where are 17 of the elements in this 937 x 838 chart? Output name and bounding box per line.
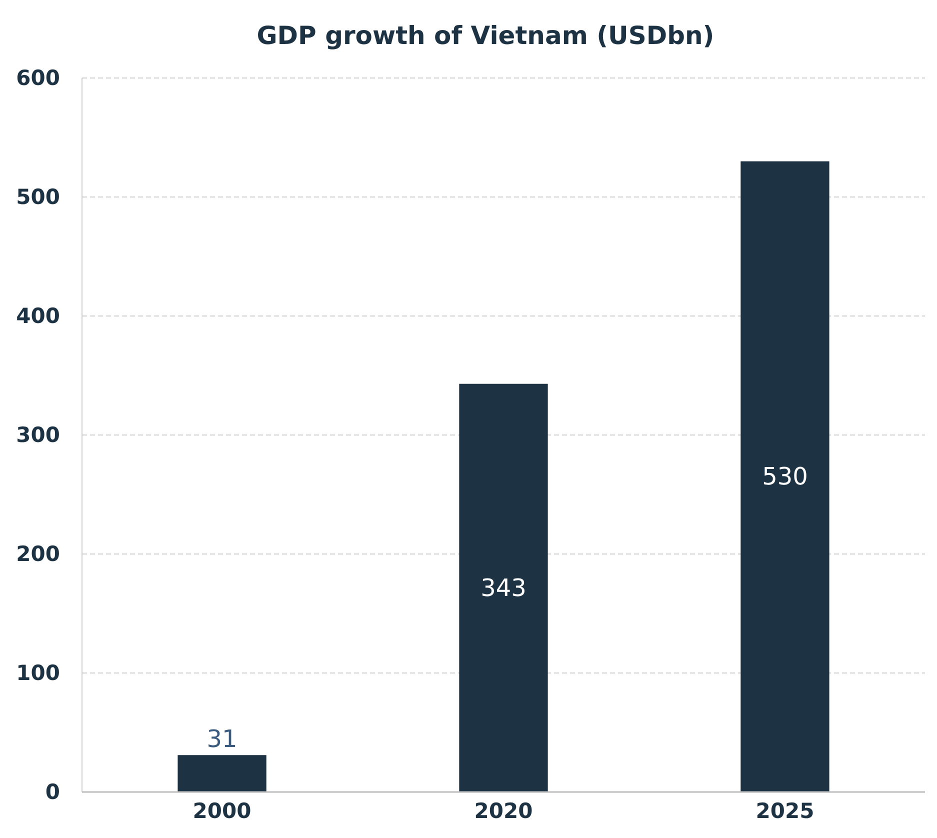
y-tick-label: 500 — [16, 185, 60, 209]
x-tick-label: 2020 — [474, 799, 533, 823]
y-tick-label: 400 — [16, 304, 60, 328]
bar — [178, 755, 266, 792]
chart-title: GDP growth of Vietnam (USDbn) — [256, 21, 714, 50]
x-tick-label: 2000 — [192, 799, 252, 823]
y-tick-label: 300 — [16, 423, 60, 447]
data-label: 31 — [206, 725, 238, 754]
y-tick-label: 200 — [16, 542, 60, 566]
y-tick-label: 100 — [16, 661, 60, 685]
data-label: 343 — [480, 574, 526, 602]
bar — [459, 384, 548, 792]
y-tick-label: 0 — [45, 780, 60, 804]
bar — [740, 161, 830, 792]
data-label: 530 — [762, 462, 808, 491]
x-tick-label: 2025 — [756, 799, 814, 823]
y-tick-label: 600 — [16, 66, 60, 90]
